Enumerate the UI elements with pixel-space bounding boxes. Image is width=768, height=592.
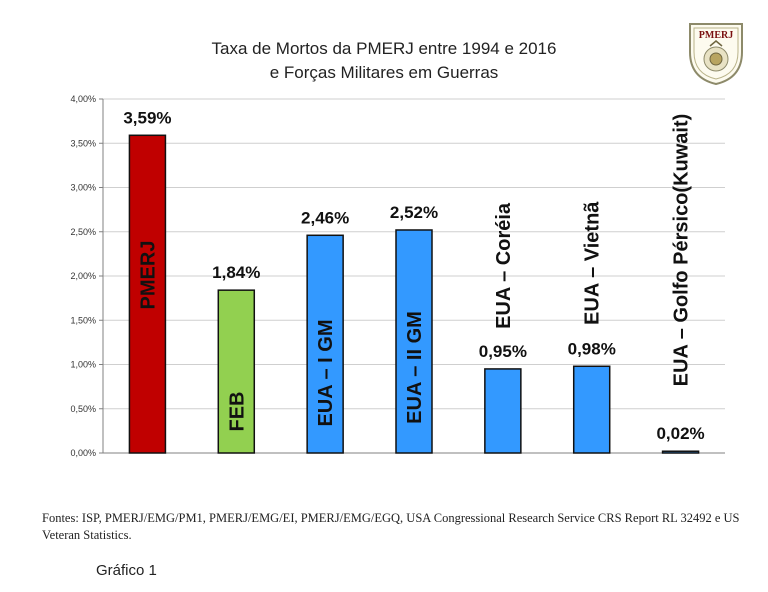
category-label: EUA – I GM [315,319,337,426]
pmerj-logo: PMERJ [689,23,743,86]
bar [661,450,700,454]
y-tick-label: 2,00% [70,271,96,281]
bar-labels: 3,59% PMERJ 1,84% FEB 2,46% EUA – I GM 2,52% EU… [123,108,704,443]
bar [217,289,256,454]
y-axis-ticks: 0,00% 0,50% 1,00% 1,50% 2,00% 2,50% 3,00% 3,50%… [70,94,725,458]
bar-chart: Taxa de Mortos da PMERJ entre 1994 e 201… [70,23,743,458]
y-tick-label: 1,00% [70,360,96,370]
category-label: FEB [226,392,248,432]
category-label: EUA – Golfo Pérsico(Kuwait) [671,114,693,387]
chart-title: Taxa de Mortos da PMERJ entre 1994 e 201… [212,39,557,58]
chart-subtitle: e Forças Militares em Guerras [270,63,499,82]
bar [395,229,433,454]
bar-value-label: 3,59% [123,108,171,127]
logo-text: PMERJ [699,30,733,41]
bar-value-label: 2,46% [301,208,349,227]
bar-value-label: 2,52% [390,203,438,222]
y-tick-label: 0,00% [70,448,96,458]
bar [128,134,167,454]
y-tick-label: 3,00% [70,183,96,193]
y-tick-label: 4,00% [70,94,96,104]
category-label: EUA – II GM [404,311,426,424]
category-label: EUA – Vietnã [582,201,604,325]
source-note: Fontes: ISP, PMERJ/EMG/PM1, PMERJ/EMG/EI… [42,511,740,542]
category-label: PMERJ [137,241,159,310]
bar-value-label: 1,84% [212,263,260,282]
bar-value-label: 0,98% [568,339,616,358]
y-tick-label: 0,50% [70,404,96,414]
category-label: EUA – Coréia [493,202,515,329]
y-tick-label: 3,50% [70,138,96,148]
bar-value-label: 0,02% [656,424,704,443]
bar [572,365,611,454]
figure-caption: Gráfico 1 [96,562,157,579]
bars [128,134,700,454]
bar-value-label: 0,95% [479,342,527,361]
y-tick-label: 2,50% [70,227,96,237]
y-tick-label: 1,50% [70,315,96,325]
bar [306,234,344,454]
bar [484,368,522,454]
